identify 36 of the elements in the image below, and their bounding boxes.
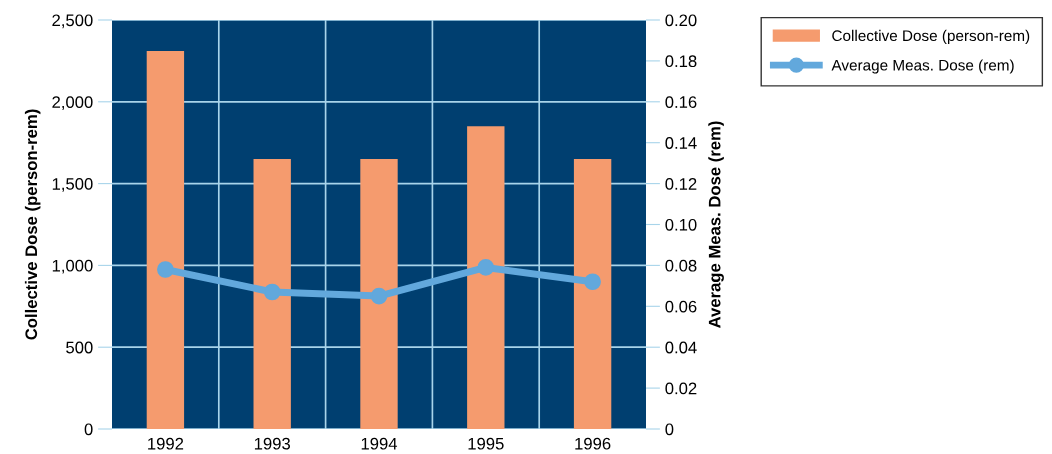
y-tick-label: 500 xyxy=(66,341,93,354)
y2-tick-label: 0.12 xyxy=(665,178,697,190)
x-tick-label: 1996 xyxy=(575,437,611,450)
point xyxy=(477,259,495,276)
bar xyxy=(573,159,612,429)
y2-tick-label: 0.04 xyxy=(665,341,697,354)
point xyxy=(263,283,281,301)
bar xyxy=(146,51,185,429)
y2-tick-label: 0.08 xyxy=(665,259,697,272)
x-tick-label: 1992 xyxy=(148,437,184,450)
y2-tick-label: 0.16 xyxy=(665,96,697,108)
y-tick-label: 2,000 xyxy=(52,96,93,110)
y2-tick-label: 0.06 xyxy=(665,300,697,313)
y-axis-title: Collective Dose (person-rem) xyxy=(24,109,41,340)
y-tick-label: 1,000 xyxy=(52,259,93,274)
bar xyxy=(253,159,291,429)
bar xyxy=(360,159,398,429)
y2-tick-label: 0.10 xyxy=(665,218,697,231)
point xyxy=(584,273,601,291)
y2-tick-label: 0.02 xyxy=(665,382,697,395)
y-tick-label: 1,500 xyxy=(52,178,93,192)
y2-tick-label: 0.18 xyxy=(665,55,697,68)
point xyxy=(157,261,174,278)
bar xyxy=(467,126,505,429)
y2-tick-label: 0 xyxy=(665,423,674,436)
y2-tick-label: 0.14 xyxy=(665,137,697,149)
x-tick-label: 1995 xyxy=(468,437,504,450)
y2-tick-label: 0.20 xyxy=(665,14,697,27)
y-tick-label: 2,500 xyxy=(52,14,93,29)
x-tick-label: 1993 xyxy=(254,437,291,450)
legend-label: Average Meas. Dose (rem) xyxy=(831,59,1014,74)
x-tick-label: 1994 xyxy=(361,437,398,450)
point xyxy=(370,287,388,305)
legend-label: Collective Dose (person-rem) xyxy=(832,29,1030,45)
y-tick-label: 0 xyxy=(84,423,93,436)
y2-axis-title: Average Meas. Dose (rem) xyxy=(708,121,724,328)
